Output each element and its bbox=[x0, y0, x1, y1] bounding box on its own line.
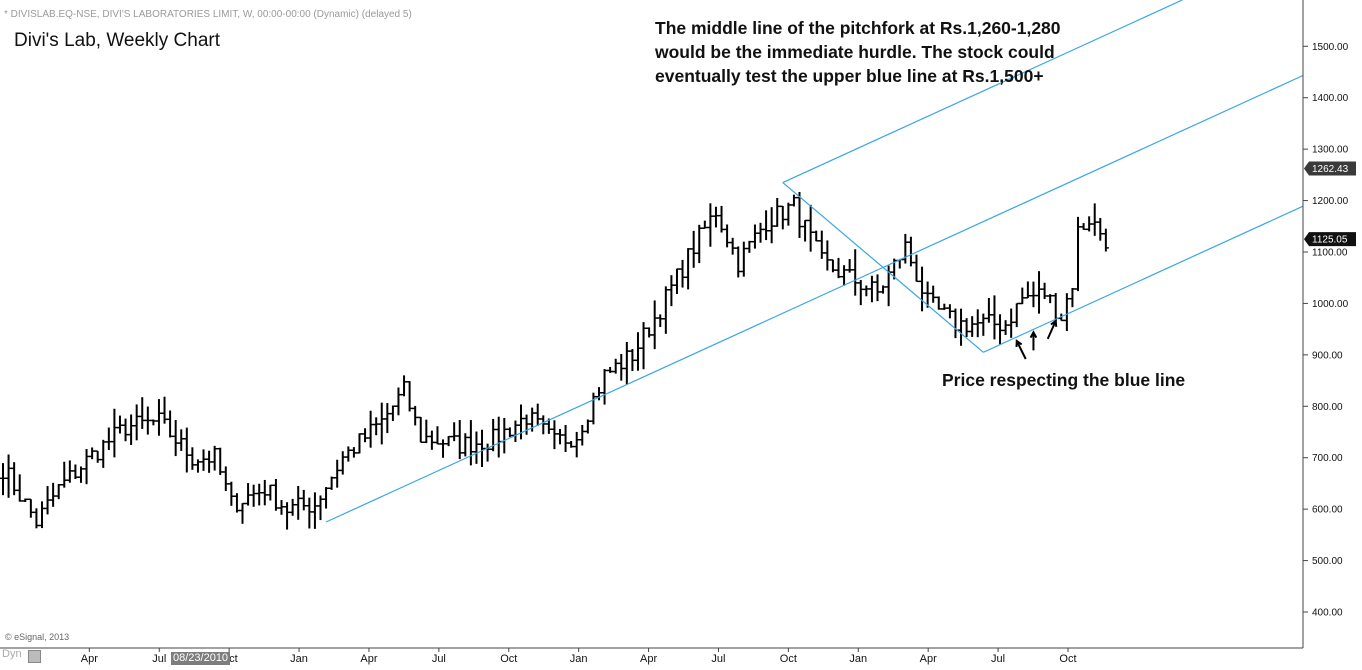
support-arrow-head bbox=[1015, 339, 1023, 348]
price-tag bbox=[1304, 161, 1356, 176]
copyright-text: © eSignal, 2013 bbox=[5, 632, 70, 642]
x-tick-label: Jul bbox=[432, 653, 446, 665]
y-tick-label: 1500.00 bbox=[1312, 42, 1349, 53]
dyn-toggle-icon[interactable] bbox=[28, 650, 41, 663]
x-tick-label: Oct bbox=[780, 653, 797, 665]
pitchfork-median-line bbox=[325, 74, 1304, 523]
x-tick-label: Jan bbox=[290, 653, 308, 665]
support-arrow bbox=[1046, 320, 1057, 340]
y-tick-label: 1000.00 bbox=[1312, 299, 1349, 310]
date-cursor-badge: 08/23/2010 bbox=[171, 652, 231, 665]
price-tags: 1262.43 1125.05 bbox=[1304, 161, 1356, 247]
y-tick-label: 1300.00 bbox=[1312, 145, 1349, 156]
x-tick-label: Apr bbox=[81, 653, 98, 665]
x-tick-label: Apr bbox=[360, 653, 377, 665]
pitchfork bbox=[325, 0, 1304, 523]
chart-title: Divi's Lab, Weekly Chart bbox=[14, 30, 221, 51]
x-tick-label: Jan bbox=[570, 653, 588, 665]
price-tag-label: 1262.43 bbox=[1312, 164, 1349, 175]
pitchfork-lower-line bbox=[983, 205, 1304, 353]
y-tick-label: 1200.00 bbox=[1312, 196, 1349, 207]
y-tick-label: 700.00 bbox=[1312, 453, 1343, 464]
dyn-label[interactable]: Dyn bbox=[2, 648, 22, 660]
x-tick-label: Apr bbox=[920, 653, 937, 665]
y-tick-label: 600.00 bbox=[1312, 505, 1343, 516]
y-axis: 400.00 500.00 600.00 700.00 800.00 900.00 1000… bbox=[1303, 42, 1349, 619]
annotation-main: The middle line of the pitchfork at Rs.1… bbox=[655, 18, 1061, 86]
support-arrow-head bbox=[1029, 330, 1038, 339]
support-arrow bbox=[1015, 340, 1027, 360]
ohlc-bars bbox=[0, 192, 1109, 530]
annotation-support: Price respecting the blue line bbox=[942, 370, 1186, 390]
x-axis: Apr Jul Oct Jan Apr Jul Oct Jan Apr Jul Oct Jan Apr J… bbox=[81, 648, 1077, 665]
support-arrows bbox=[1015, 318, 1058, 360]
x-tick-label: Jan bbox=[849, 653, 867, 665]
y-tick-label: 1400.00 bbox=[1312, 93, 1349, 104]
x-tick-label: Jul bbox=[152, 653, 166, 665]
support-arrow-head bbox=[1050, 318, 1058, 327]
y-tick-label: 800.00 bbox=[1312, 402, 1343, 413]
y-tick-label: 400.00 bbox=[1312, 608, 1343, 619]
x-tick-label: Oct bbox=[500, 653, 517, 665]
y-tick-label: 1100.00 bbox=[1312, 248, 1348, 259]
x-tick-label: Oct bbox=[1059, 653, 1076, 665]
x-tick-label: Apr bbox=[640, 653, 657, 665]
x-tick-label: Jul bbox=[711, 653, 725, 665]
pitchfork-upper-line bbox=[782, 0, 1183, 184]
y-tick-label: 900.00 bbox=[1312, 350, 1343, 361]
x-tick-label: Jul bbox=[991, 653, 1005, 665]
price-tag bbox=[1304, 232, 1356, 247]
symbol-info-line: * DIVISLAB.EQ-NSE, DIVI'S LABORATORIES L… bbox=[4, 9, 412, 20]
price-tag-label: 1125.05 bbox=[1312, 235, 1348, 246]
y-tick-label: 500.00 bbox=[1312, 556, 1343, 567]
